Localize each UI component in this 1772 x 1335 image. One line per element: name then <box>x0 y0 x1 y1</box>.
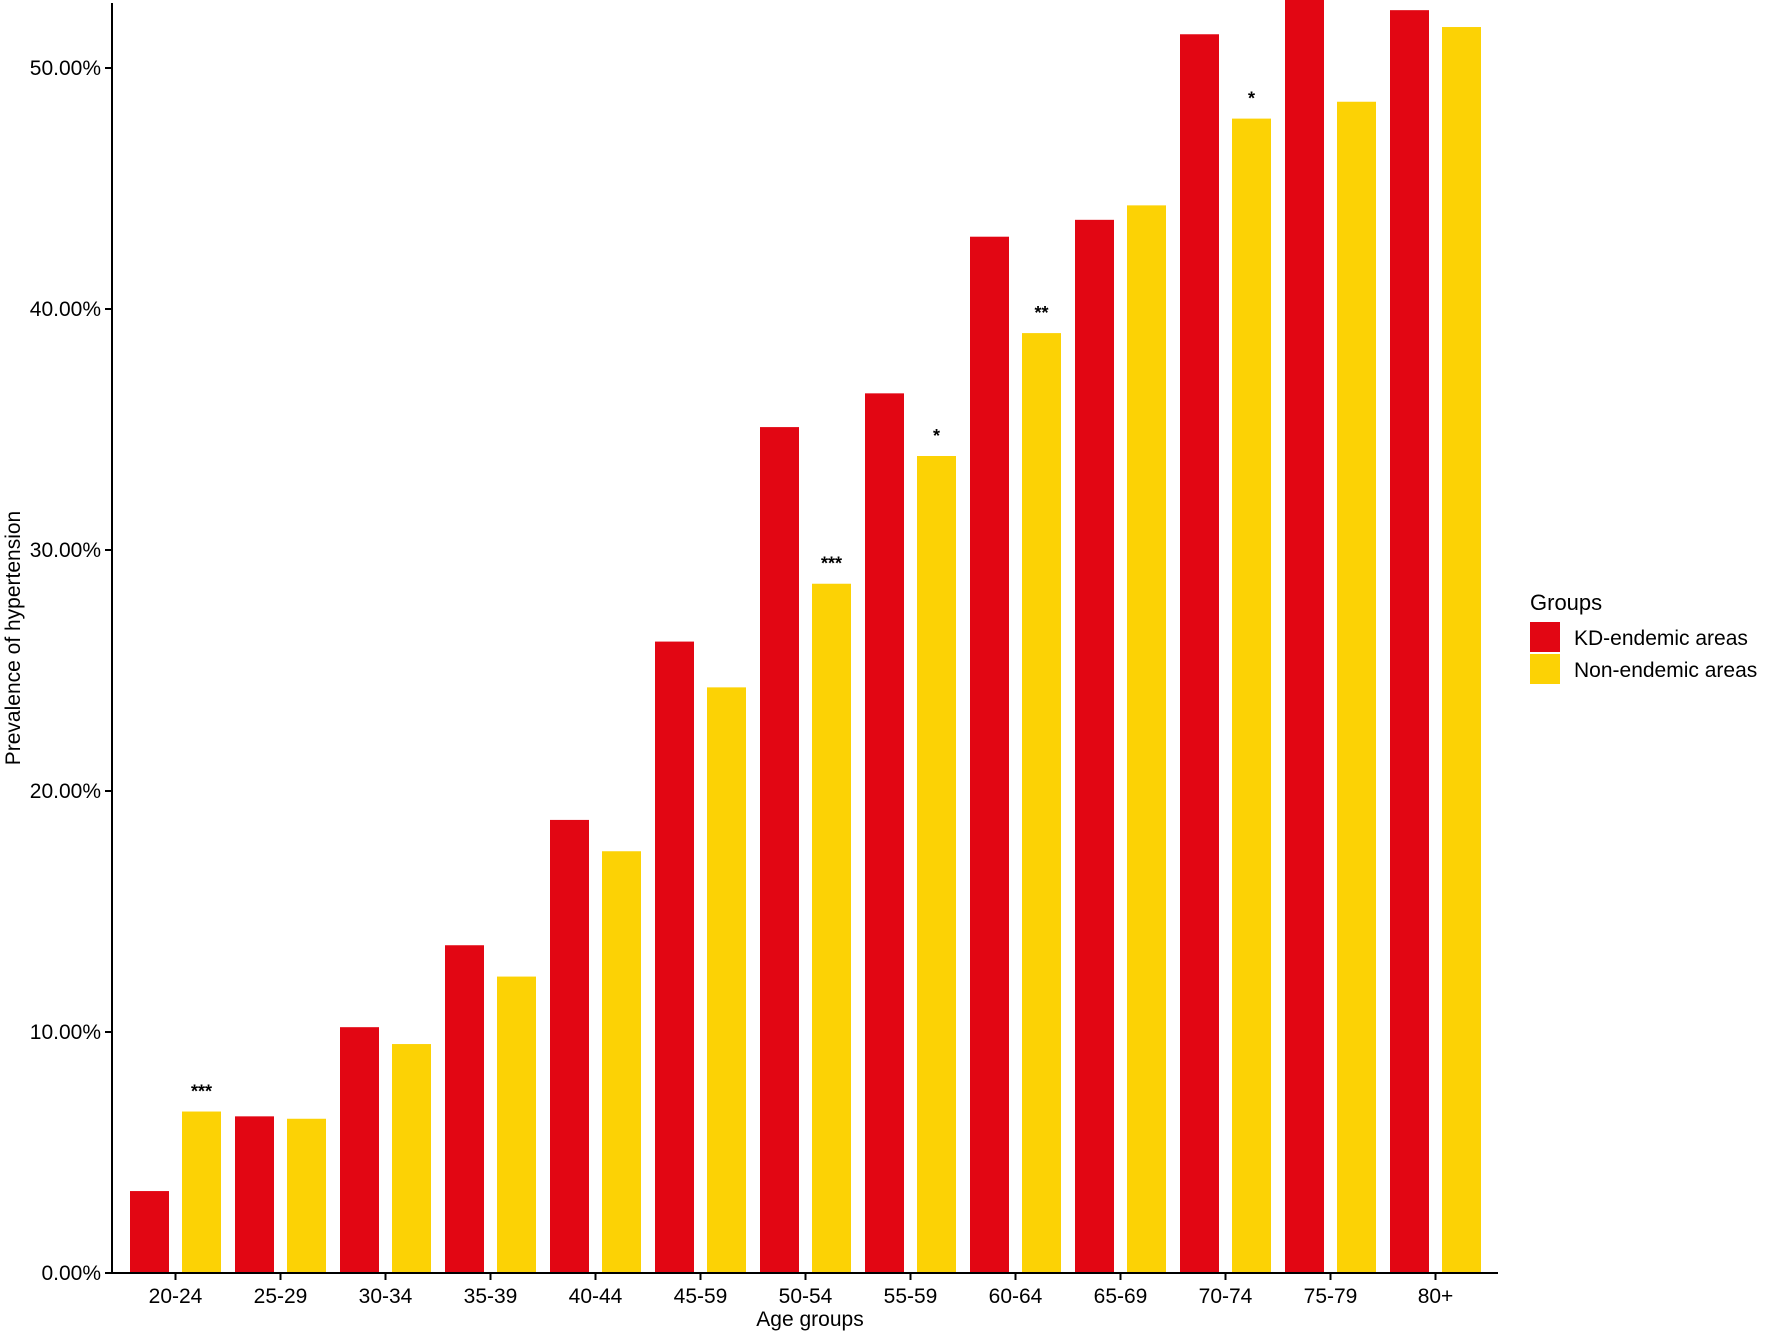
x-tick-label: 30-34 <box>359 1285 413 1308</box>
bar-non-endemic-45-59 <box>707 687 746 1273</box>
x-tick-label: 80+ <box>1418 1285 1454 1308</box>
bar-non-endemic-30-34 <box>392 1044 431 1273</box>
legend-label: KD-endemic areas <box>1574 627 1748 650</box>
significance-label: *** <box>821 554 842 574</box>
legend-swatch <box>1530 622 1560 652</box>
bar-kd-endemic-70-74 <box>1180 34 1219 1273</box>
bar-non-endemic-20-24 <box>182 1111 221 1273</box>
x-tick-label: 55-59 <box>884 1285 938 1308</box>
x-tick-label: 75-79 <box>1304 1285 1358 1308</box>
x-tick-label: 65-69 <box>1094 1285 1148 1308</box>
x-tick-label: 25-29 <box>254 1285 308 1308</box>
bar-non-endemic-80+ <box>1442 27 1481 1273</box>
y-tick-label: 10.00% <box>30 1021 101 1044</box>
bar-kd-endemic-40-44 <box>550 819 589 1273</box>
x-tick-label: 60-64 <box>989 1285 1043 1308</box>
x-tick-label: 20-24 <box>149 1285 203 1308</box>
x-axis: 20-24 25-29 30-34 35-39 40-44 45-59 50-54 55-59… <box>112 1272 1498 1308</box>
bar-kd-endemic-75-79 <box>1285 0 1324 1274</box>
bar-kd-endemic-65-69 <box>1075 219 1114 1274</box>
y-axis: 0.00% 10.00% 20.00% 30.00% 40.00% 50.00% <box>30 3 113 1285</box>
legend-swatch <box>1530 654 1560 684</box>
legend-label: Non-endemic areas <box>1574 659 1757 682</box>
y-tick-label: 50.00% <box>30 57 101 80</box>
bar-non-endemic-75-79 <box>1337 101 1376 1274</box>
x-axis-title: Age groups <box>756 1308 863 1331</box>
significance-label: * <box>1248 89 1255 109</box>
y-tick-label: 40.00% <box>30 298 101 321</box>
significance-label: * <box>933 426 940 446</box>
significance-label: ** <box>1034 303 1048 323</box>
y-tick-label: 30.00% <box>30 539 101 562</box>
bar-non-endemic-70-74 <box>1232 118 1271 1274</box>
bar-non-endemic-65-69 <box>1127 205 1166 1273</box>
x-tick-label: 40-44 <box>569 1285 623 1308</box>
bar-kd-endemic-55-59 <box>865 393 904 1274</box>
bar-kd-endemic-45-59 <box>655 641 694 1273</box>
bar-kd-endemic-35-39 <box>445 945 484 1273</box>
bar-non-endemic-40-44 <box>602 851 641 1273</box>
y-axis-title: Prevalence of hypertension <box>2 511 25 766</box>
x-tick-label: 70-74 <box>1199 1285 1253 1308</box>
x-tick-label: 45-59 <box>674 1285 728 1308</box>
bar-non-endemic-60-64 <box>1022 333 1061 1274</box>
bar-kd-endemic-20-24 <box>130 1191 169 1273</box>
y-tick-label: 0.00% <box>41 1262 101 1285</box>
bar-kd-endemic-80+ <box>1390 10 1429 1273</box>
legend: Groups KD-endemic areas Non-endemic areas <box>1530 590 1757 684</box>
bar-kd-endemic-50-54 <box>760 427 799 1274</box>
bar-non-endemic-35-39 <box>497 976 536 1273</box>
bar-kd-endemic-60-64 <box>970 236 1009 1274</box>
bar-non-endemic-50-54 <box>812 583 851 1273</box>
bar-kd-endemic-30-34 <box>340 1027 379 1273</box>
x-tick-label: 35-39 <box>464 1285 518 1308</box>
bar-non-endemic-55-59 <box>917 456 956 1273</box>
plot-area: ********** <box>130 0 1481 1274</box>
bar-non-endemic-25-29 <box>287 1118 326 1273</box>
significance-label: *** <box>191 1082 212 1102</box>
legend-title: Groups <box>1530 590 1602 615</box>
bar-kd-endemic-25-29 <box>235 1116 274 1273</box>
x-tick-label: 50-54 <box>779 1285 833 1308</box>
y-tick-label: 20.00% <box>30 780 101 803</box>
